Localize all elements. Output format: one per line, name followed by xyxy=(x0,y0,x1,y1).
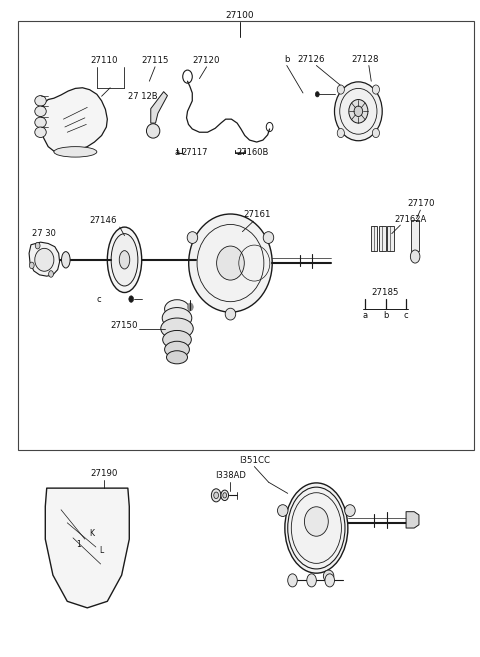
Ellipse shape xyxy=(372,85,380,94)
Ellipse shape xyxy=(108,227,142,292)
Text: b: b xyxy=(284,55,289,64)
Text: a: a xyxy=(175,148,180,157)
Circle shape xyxy=(214,492,218,499)
Text: 27 12B: 27 12B xyxy=(128,93,157,101)
Ellipse shape xyxy=(277,505,288,516)
Circle shape xyxy=(288,574,297,587)
Ellipse shape xyxy=(216,246,244,280)
Ellipse shape xyxy=(372,129,380,137)
Ellipse shape xyxy=(187,232,198,244)
Text: 27185: 27185 xyxy=(372,288,399,297)
Text: 27150: 27150 xyxy=(110,321,138,330)
Circle shape xyxy=(188,303,193,311)
Ellipse shape xyxy=(285,483,348,573)
Ellipse shape xyxy=(349,99,368,123)
Text: 27170: 27170 xyxy=(408,199,435,208)
Text: 27110: 27110 xyxy=(90,56,118,65)
Ellipse shape xyxy=(189,214,272,312)
Text: 27120: 27120 xyxy=(193,56,220,65)
Text: 27161: 27161 xyxy=(243,210,270,219)
Text: 27126: 27126 xyxy=(297,55,324,64)
Ellipse shape xyxy=(335,82,382,141)
Circle shape xyxy=(48,271,53,277)
Ellipse shape xyxy=(337,85,344,94)
Polygon shape xyxy=(45,488,129,608)
Ellipse shape xyxy=(146,124,160,138)
Ellipse shape xyxy=(35,96,46,106)
Bar xyxy=(387,227,394,251)
Bar xyxy=(411,220,420,251)
Text: I351CC: I351CC xyxy=(239,455,270,464)
Ellipse shape xyxy=(263,232,274,244)
Ellipse shape xyxy=(35,127,46,137)
Ellipse shape xyxy=(165,341,190,357)
Ellipse shape xyxy=(337,129,344,137)
Polygon shape xyxy=(406,512,419,528)
Text: 27117: 27117 xyxy=(182,148,208,157)
Ellipse shape xyxy=(163,330,192,349)
Bar xyxy=(379,227,385,251)
Text: 27 30: 27 30 xyxy=(33,229,56,238)
Text: K: K xyxy=(90,530,95,539)
Bar xyxy=(18,21,474,449)
Text: 27128: 27128 xyxy=(351,55,379,64)
Bar xyxy=(371,227,377,251)
Ellipse shape xyxy=(35,117,46,127)
Ellipse shape xyxy=(35,106,46,116)
Ellipse shape xyxy=(35,248,54,271)
Ellipse shape xyxy=(354,106,363,116)
Ellipse shape xyxy=(111,234,138,286)
Circle shape xyxy=(29,262,34,269)
Ellipse shape xyxy=(54,147,97,157)
Text: a: a xyxy=(362,311,368,321)
Circle shape xyxy=(35,242,40,249)
Ellipse shape xyxy=(119,251,130,269)
Circle shape xyxy=(223,493,227,498)
Ellipse shape xyxy=(324,570,334,582)
Text: 27146: 27146 xyxy=(89,216,117,225)
Ellipse shape xyxy=(61,252,70,268)
Ellipse shape xyxy=(161,318,193,339)
Ellipse shape xyxy=(167,351,188,364)
Text: 27162A: 27162A xyxy=(394,215,426,224)
Circle shape xyxy=(315,92,319,97)
Circle shape xyxy=(410,250,420,263)
Text: 27115: 27115 xyxy=(141,56,169,65)
Text: L: L xyxy=(99,547,104,555)
Text: 1: 1 xyxy=(76,540,81,549)
Polygon shape xyxy=(151,92,168,123)
Ellipse shape xyxy=(165,300,190,318)
Text: 27190: 27190 xyxy=(90,468,118,478)
Text: 27160B: 27160B xyxy=(236,148,268,157)
Circle shape xyxy=(307,574,316,587)
Text: 27100: 27100 xyxy=(226,11,254,20)
Polygon shape xyxy=(29,242,60,276)
Circle shape xyxy=(129,296,133,302)
Text: b: b xyxy=(384,311,389,321)
Text: c: c xyxy=(404,311,408,321)
Circle shape xyxy=(325,574,335,587)
Polygon shape xyxy=(41,88,108,154)
Ellipse shape xyxy=(304,507,328,536)
Text: I338AD: I338AD xyxy=(215,471,246,480)
Text: c: c xyxy=(97,294,102,304)
Ellipse shape xyxy=(162,307,192,328)
Circle shape xyxy=(221,490,228,501)
Ellipse shape xyxy=(345,505,355,516)
Circle shape xyxy=(211,489,221,502)
Ellipse shape xyxy=(225,308,236,320)
